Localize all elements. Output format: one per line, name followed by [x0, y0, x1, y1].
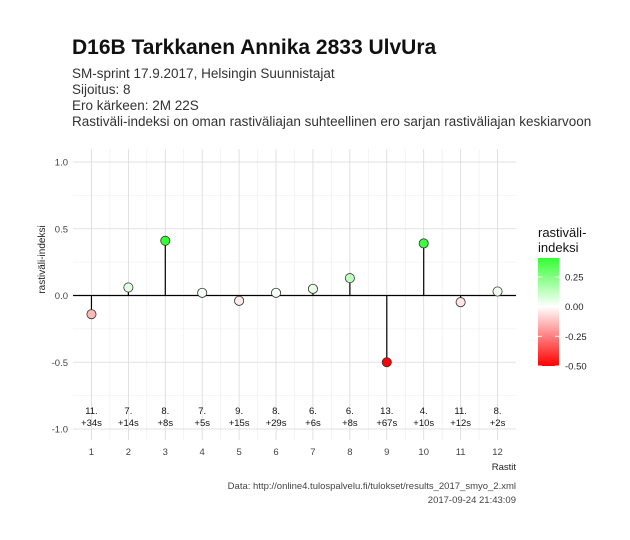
- legend-tick-label: 0.00: [565, 302, 584, 313]
- rank-label: 9.: [235, 406, 243, 417]
- rank-label: 7.: [198, 406, 206, 417]
- time-diff-label: +34s: [81, 418, 102, 429]
- gap-subtitle: Ero kärkeen: 2M 22S: [72, 98, 199, 113]
- legend-title: indeksi: [538, 240, 579, 255]
- timestamp-caption: 2017-09-24 21:43:09: [427, 495, 516, 506]
- rank-label: 8.: [494, 406, 502, 417]
- event-subtitle: SM-sprint 17.9.2017, Helsingin Suunnista…: [72, 66, 335, 81]
- data-point: [123, 282, 134, 293]
- legend-title: rastiväli-: [538, 225, 586, 240]
- y-tick-label: -0.5: [52, 358, 68, 369]
- data-point: [492, 286, 503, 297]
- time-diff-label: +8s: [342, 418, 358, 429]
- x-tick-label: 7: [310, 447, 315, 458]
- time-diff-label: +10s: [413, 418, 434, 429]
- x-tick-label: 8: [347, 447, 352, 458]
- time-diff-label: +5s: [194, 418, 210, 429]
- y-tick-label: 1.0: [55, 158, 68, 169]
- source-caption: Data: http://online4.tulospalvelu.fi/tul…: [227, 481, 516, 492]
- time-diff-label: +2s: [490, 418, 506, 429]
- y-tick-label: 0.5: [55, 224, 68, 235]
- rank-label: 8.: [272, 406, 280, 417]
- data-point: [197, 287, 208, 298]
- legend-tick-label: 0.25: [565, 272, 584, 283]
- chart-title: D16B Tarkkanen Annika 2833 UlvUra: [72, 36, 437, 59]
- time-diff-label: +8s: [157, 418, 173, 429]
- data-point: [418, 238, 429, 249]
- x-tick-label: 4: [200, 447, 205, 458]
- rank-label: 6.: [309, 406, 317, 417]
- time-diff-label: +67s: [376, 418, 397, 429]
- x-tick-label: 11: [456, 447, 466, 458]
- data-point: [86, 309, 97, 320]
- time-diff-label: +15s: [229, 418, 250, 429]
- time-diff-label: +12s: [450, 418, 471, 429]
- rank-label: 11.: [454, 406, 467, 417]
- rank-label: 7.: [124, 406, 132, 417]
- x-tick-label: 6: [273, 447, 278, 458]
- data-point: [381, 357, 392, 368]
- rank-label: 13.: [380, 406, 393, 417]
- placement-subtitle: Sijoitus: 8: [72, 82, 131, 97]
- data-point: [307, 283, 318, 294]
- description-subtitle: Rastiväli-indeksi on oman rastiväliajan …: [72, 114, 592, 129]
- legend-colorbar: [538, 258, 559, 366]
- legend-tick-label: -0.25: [565, 332, 587, 343]
- data-point: [234, 295, 245, 306]
- x-tick-label: 1: [89, 447, 94, 458]
- data-point: [455, 297, 466, 308]
- x-tick-label: 2: [126, 447, 131, 458]
- legend-tick-label: -0.50: [565, 362, 587, 373]
- time-diff-label: +6s: [305, 418, 321, 429]
- data-point: [271, 287, 282, 298]
- rank-label: 8.: [161, 406, 169, 417]
- data-point: [344, 273, 355, 284]
- x-tick-label: 5: [236, 447, 241, 458]
- rank-label: 11.: [85, 406, 98, 417]
- rank-label: 6.: [346, 406, 354, 417]
- x-tick-label: 9: [384, 447, 389, 458]
- y-axis-title: rastiväli-indeksi: [37, 225, 48, 293]
- data-point: [160, 235, 171, 246]
- y-tick-label: 0.0: [55, 291, 68, 302]
- time-diff-label: +14s: [118, 418, 139, 429]
- x-tick-label: 12: [492, 447, 503, 458]
- time-diff-label: +29s: [266, 418, 287, 429]
- x-axis-title: Rastit: [492, 462, 517, 473]
- x-tick-label: 3: [163, 447, 168, 458]
- y-tick-label: -1.0: [52, 425, 68, 436]
- rank-label: 4.: [420, 406, 428, 417]
- x-tick-label: 10: [418, 447, 429, 458]
